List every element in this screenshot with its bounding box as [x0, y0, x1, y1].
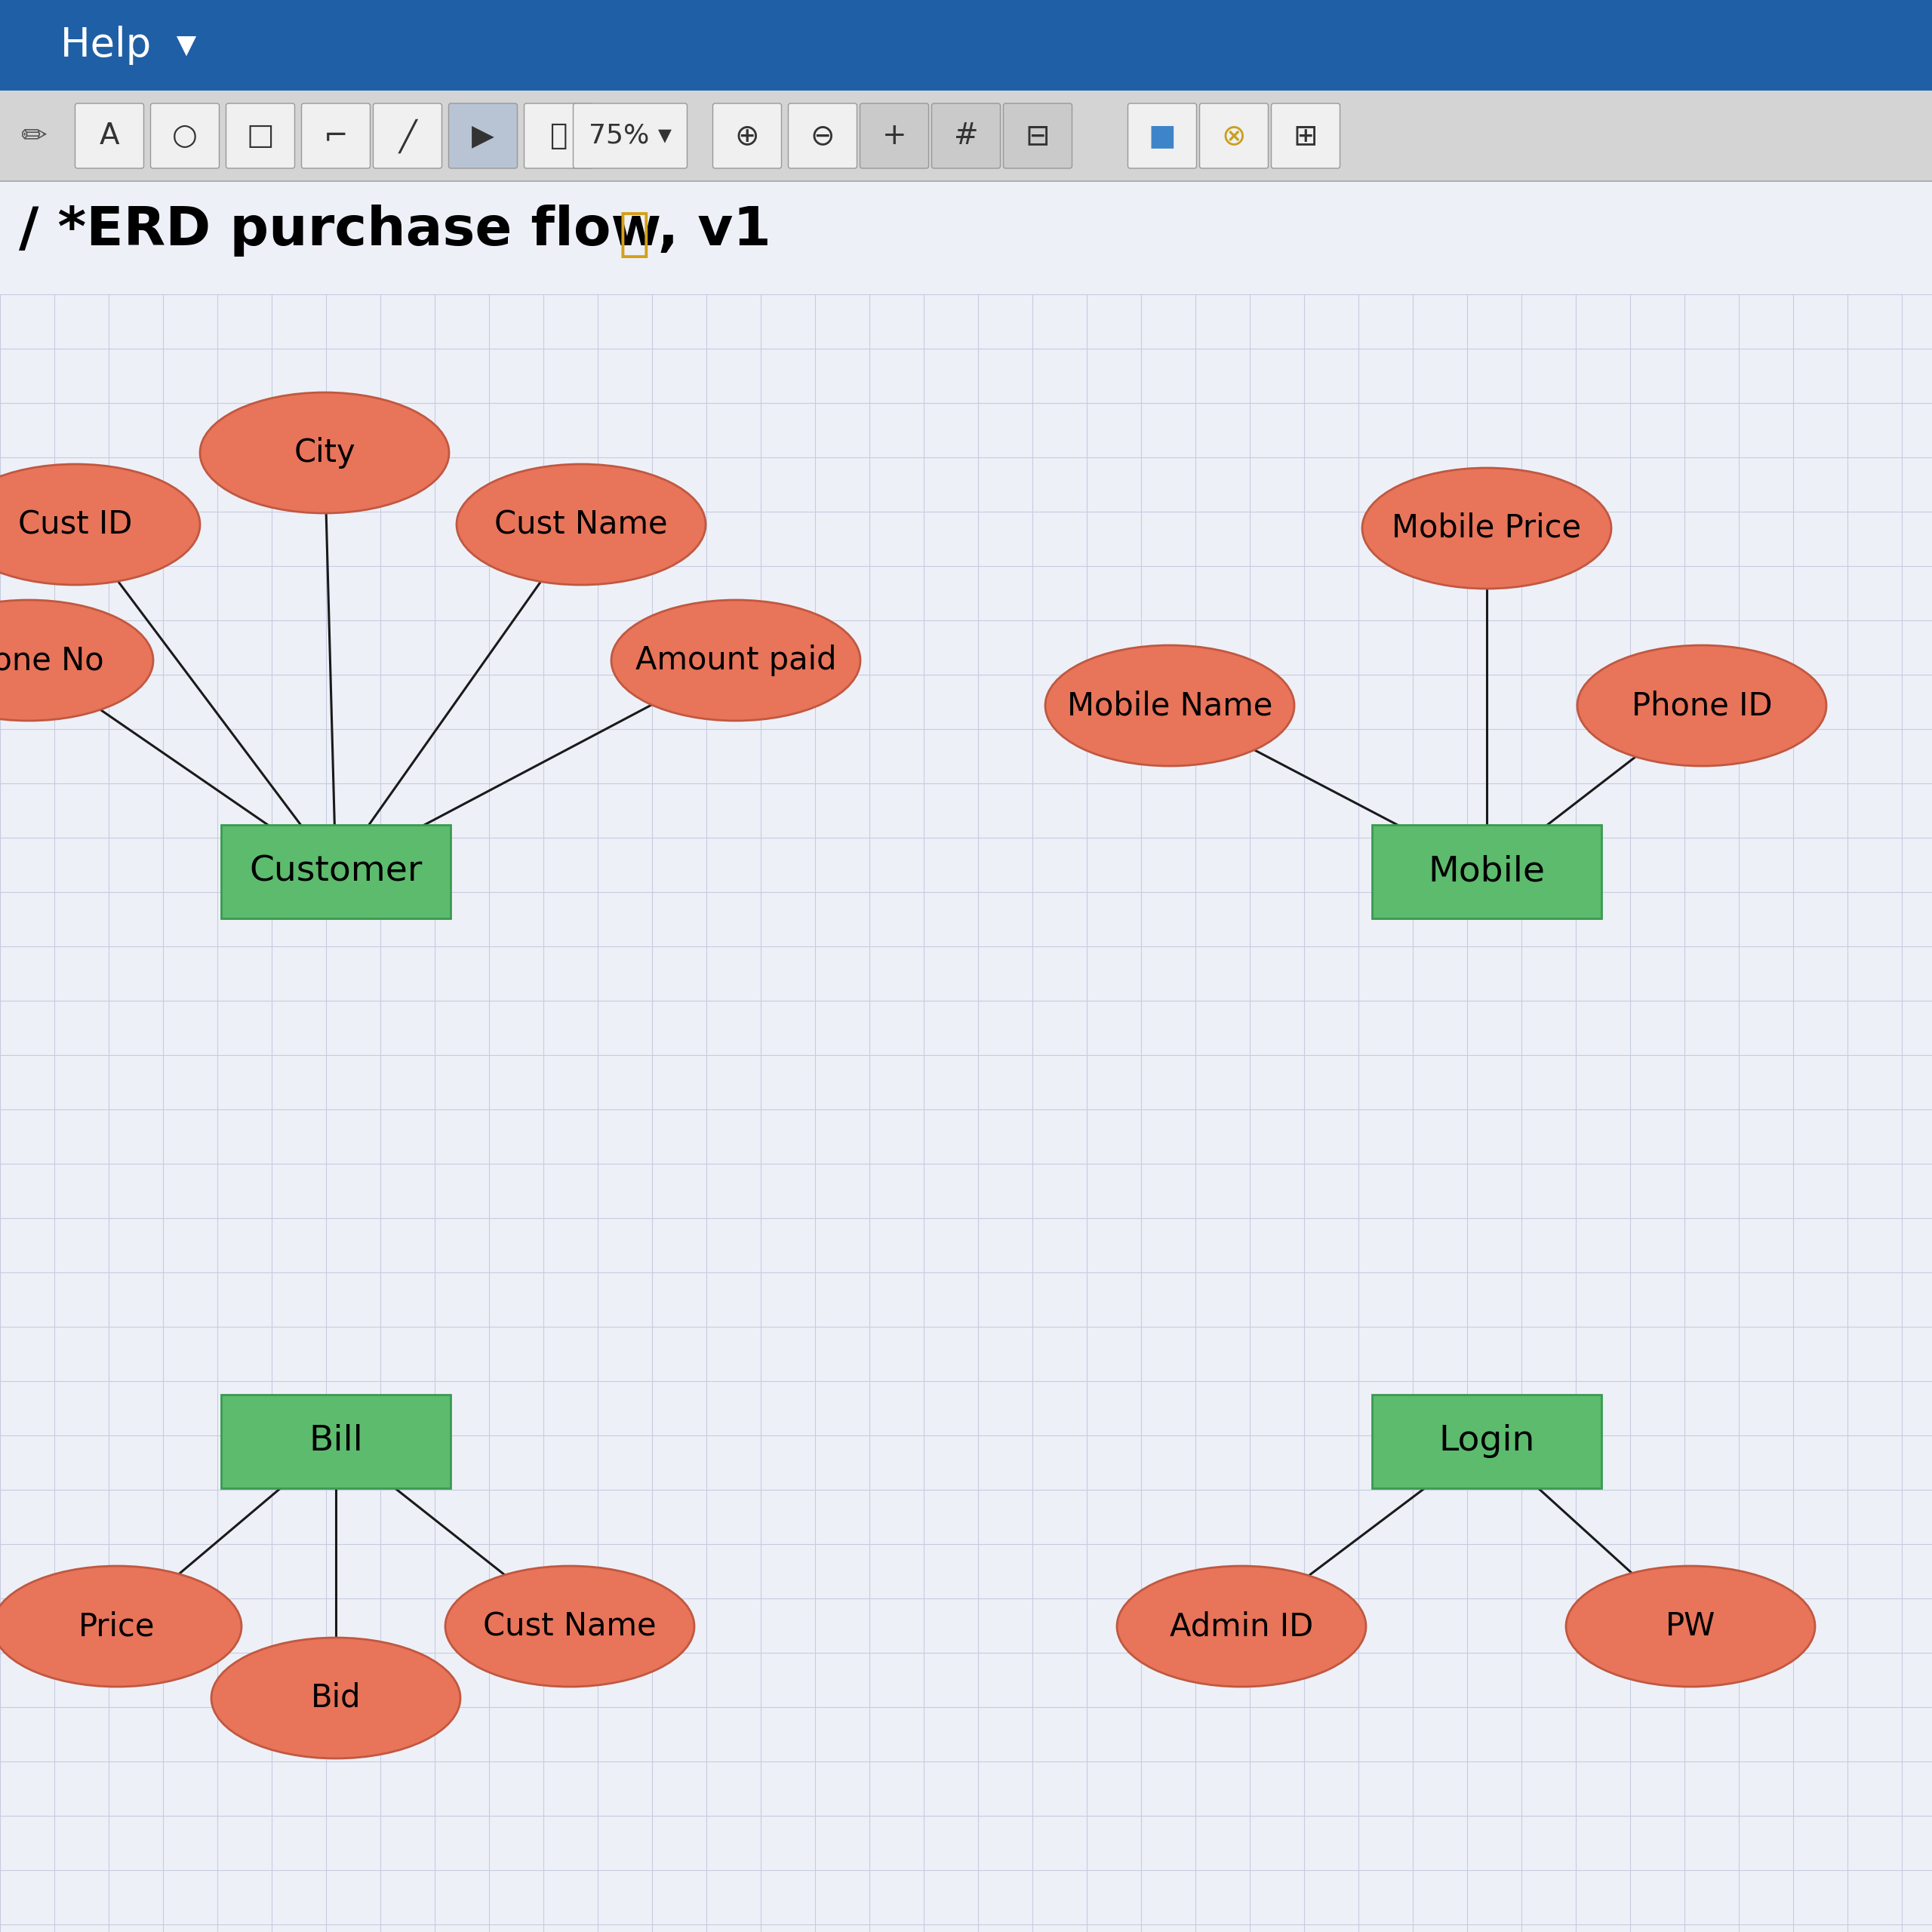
FancyBboxPatch shape	[373, 104, 442, 168]
Text: Bill: Bill	[309, 1424, 363, 1459]
FancyBboxPatch shape	[448, 104, 518, 168]
FancyBboxPatch shape	[220, 825, 450, 918]
FancyBboxPatch shape	[524, 104, 593, 168]
Text: □: □	[247, 122, 274, 151]
FancyBboxPatch shape	[931, 104, 1001, 168]
Ellipse shape	[0, 601, 153, 721]
Ellipse shape	[611, 601, 860, 721]
FancyBboxPatch shape	[1271, 104, 1341, 168]
Text: ■: ■	[1148, 122, 1177, 151]
Ellipse shape	[1577, 645, 1826, 765]
Text: Phone ID: Phone ID	[1631, 690, 1772, 721]
Text: ⊗: ⊗	[1221, 122, 1246, 151]
FancyBboxPatch shape	[75, 104, 143, 168]
FancyBboxPatch shape	[226, 104, 296, 168]
Text: 75% ▾: 75% ▾	[589, 124, 672, 149]
Text: Cust Name: Cust Name	[495, 508, 668, 541]
FancyBboxPatch shape	[220, 1395, 450, 1488]
Text: Help  ▾: Help ▾	[60, 25, 197, 66]
Text: 🔒: 🔒	[618, 209, 651, 259]
Ellipse shape	[0, 1567, 242, 1687]
Text: ⊖: ⊖	[810, 122, 835, 151]
Ellipse shape	[456, 464, 705, 585]
Text: +: +	[883, 122, 906, 151]
Text: Cust Name: Cust Name	[483, 1611, 657, 1642]
FancyBboxPatch shape	[574, 104, 688, 168]
Text: Bid: Bid	[311, 1683, 361, 1714]
FancyBboxPatch shape	[1372, 825, 1602, 918]
Text: City: City	[294, 437, 355, 469]
Ellipse shape	[1362, 468, 1611, 589]
Text: Mobile Name: Mobile Name	[1066, 690, 1273, 721]
Text: Price: Price	[79, 1611, 155, 1642]
FancyBboxPatch shape	[713, 104, 781, 168]
FancyBboxPatch shape	[788, 104, 858, 168]
Text: ⊟: ⊟	[1026, 122, 1049, 151]
FancyBboxPatch shape	[0, 0, 1932, 91]
Text: Amount paid: Amount paid	[636, 645, 837, 676]
FancyBboxPatch shape	[1200, 104, 1267, 168]
Text: Login: Login	[1439, 1424, 1534, 1459]
Ellipse shape	[211, 1638, 460, 1758]
FancyBboxPatch shape	[1003, 104, 1072, 168]
Text: ⊕: ⊕	[734, 122, 759, 151]
Text: #: #	[954, 122, 978, 151]
FancyBboxPatch shape	[1372, 1395, 1602, 1488]
FancyBboxPatch shape	[0, 91, 1932, 182]
Ellipse shape	[1567, 1567, 1814, 1687]
Text: ○: ○	[172, 122, 197, 151]
Ellipse shape	[1117, 1567, 1366, 1687]
FancyBboxPatch shape	[860, 104, 929, 168]
Text: Admin ID: Admin ID	[1169, 1611, 1314, 1642]
FancyBboxPatch shape	[1128, 104, 1196, 168]
Text: / *ERD purchase flow, v1: / *ERD purchase flow, v1	[19, 205, 771, 257]
Text: ✋: ✋	[549, 122, 568, 151]
Ellipse shape	[444, 1567, 694, 1687]
Ellipse shape	[0, 464, 201, 585]
Text: Customer: Customer	[249, 854, 423, 889]
Text: ⌐: ⌐	[323, 122, 348, 151]
FancyBboxPatch shape	[301, 104, 371, 168]
Text: A: A	[99, 122, 120, 151]
Text: ✏: ✏	[21, 120, 46, 153]
Text: ╱: ╱	[398, 118, 417, 153]
Ellipse shape	[201, 392, 448, 514]
Text: ▶: ▶	[471, 122, 495, 151]
Text: Mobile: Mobile	[1428, 854, 1546, 889]
Text: Mobile Price: Mobile Price	[1391, 512, 1582, 545]
Text: PW: PW	[1665, 1611, 1716, 1642]
Text: Cust ID: Cust ID	[17, 508, 133, 541]
Text: Phone No: Phone No	[0, 645, 104, 676]
FancyBboxPatch shape	[151, 104, 218, 168]
Ellipse shape	[1045, 645, 1294, 765]
Text: ⊞: ⊞	[1293, 122, 1318, 151]
